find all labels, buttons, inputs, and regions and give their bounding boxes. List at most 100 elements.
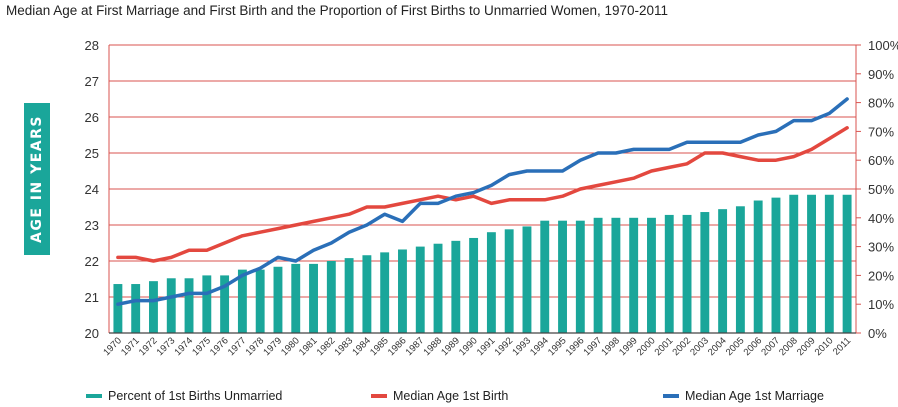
grid-lines (109, 44, 856, 298)
bar (255, 269, 265, 333)
bar (113, 284, 123, 333)
legend-label: Percent of 1st Births Unmarried (108, 389, 282, 403)
y2-tick-label: 40% (868, 211, 894, 226)
x-tick-label: 1986 (386, 335, 409, 358)
bar (504, 229, 514, 333)
y-tick-label: 23 (85, 218, 99, 233)
bar (415, 246, 425, 333)
bar (131, 284, 141, 333)
legend-label: Median Age 1st Marriage (685, 389, 824, 403)
bar (184, 278, 194, 333)
series-line (116, 126, 849, 263)
bar (344, 258, 354, 333)
y2-tick-label: 50% (868, 182, 894, 197)
bar (273, 266, 283, 333)
bar (540, 220, 550, 333)
bar (593, 217, 603, 333)
bar (700, 212, 710, 333)
bar-series (113, 194, 852, 333)
x-tick-label: 1998 (599, 335, 622, 358)
bar (451, 240, 461, 333)
bar (558, 220, 567, 333)
x-tick-label: 1980 (279, 335, 302, 358)
bar (682, 214, 692, 333)
y2-tick-label: 80% (868, 96, 894, 111)
bar (326, 261, 336, 333)
y-tick-label: 25 (85, 146, 99, 161)
x-tick-label: 1975 (190, 335, 213, 358)
bar (486, 232, 496, 333)
x-tick-label: 1999 (617, 335, 640, 358)
bar (629, 217, 639, 333)
bar (647, 217, 656, 333)
bar (575, 220, 585, 333)
bar (824, 194, 834, 333)
x-tick-label: 1984 (350, 335, 373, 358)
x-tick-label: 1991 (475, 335, 498, 358)
bar (380, 252, 390, 333)
x-tick-label: 2003 (688, 335, 711, 358)
x-tick-label: 2004 (706, 335, 729, 358)
right-axis-ticks: 0% 10% 20% 30% 40% 50% 60% 70% 80% 90% 100% (868, 38, 898, 341)
y2-tick-label: 20% (868, 268, 894, 283)
x-tick-label: 2006 (742, 335, 765, 358)
x-tick-label: 2000 (635, 335, 658, 358)
x-tick-label: 1988 (421, 335, 444, 358)
x-tick-label: 1974 (172, 335, 195, 358)
x-tick-label: 1995 (546, 335, 569, 358)
y-tick-label: 24 (85, 182, 99, 197)
bar (522, 226, 532, 333)
x-tick-label: 2002 (670, 335, 693, 358)
y-tick-label: 28 (85, 38, 99, 53)
bar (771, 197, 781, 333)
bar (611, 217, 621, 333)
bar (664, 214, 674, 333)
y2-tick-label: 10% (868, 297, 894, 312)
x-tick-label: 1997 (582, 335, 605, 358)
y2-tick-label: 60% (868, 153, 894, 168)
bar (735, 206, 745, 333)
x-tick-label: 1978 (244, 335, 267, 358)
bar (237, 269, 247, 333)
x-tick-label: 1989 (439, 335, 462, 358)
y2-tick-label: 70% (868, 124, 894, 139)
x-tick-label: 2009 (795, 335, 818, 358)
y-tick-label: 21 (85, 290, 99, 305)
line-series (116, 97, 849, 306)
bar (842, 194, 852, 333)
axes (108, 44, 861, 334)
bar (753, 200, 763, 333)
bar (291, 263, 301, 333)
x-tick-label: 1983 (333, 335, 356, 358)
x-tick-label: 1981 (297, 335, 320, 358)
x-tick-label: 1990 (457, 335, 480, 358)
x-tick-label: 1992 (493, 335, 516, 358)
x-tick-label: 1977 (226, 335, 249, 358)
bar (362, 255, 372, 333)
x-tick-label: 1996 (564, 335, 587, 358)
bar (718, 209, 728, 333)
y2-tick-label: 100% (868, 38, 898, 53)
x-tick-label: 1976 (208, 335, 231, 358)
y-tick-label: 26 (85, 110, 99, 125)
y2-tick-label: 0% (868, 326, 887, 341)
bar (309, 263, 318, 333)
x-tick-label: 1985 (368, 335, 391, 358)
x-tick-label: 1971 (119, 335, 142, 358)
y-tick-label: 22 (85, 254, 99, 269)
x-tick-label: 2007 (759, 335, 782, 358)
x-tick-label: 1970 (101, 335, 124, 358)
x-tick-label: 1973 (155, 335, 178, 358)
series-line (116, 97, 849, 306)
x-tick-label: 2010 (813, 335, 836, 358)
x-tick-label: 1982 (315, 335, 338, 358)
x-tick-label: 1972 (137, 335, 160, 358)
bar (202, 275, 212, 333)
x-tick-label: 1993 (510, 335, 533, 358)
bar (433, 243, 443, 333)
x-tick-label: 1979 (261, 335, 284, 358)
x-tick-label: 2011 (831, 335, 853, 357)
bar (220, 275, 230, 333)
bar (789, 194, 799, 333)
